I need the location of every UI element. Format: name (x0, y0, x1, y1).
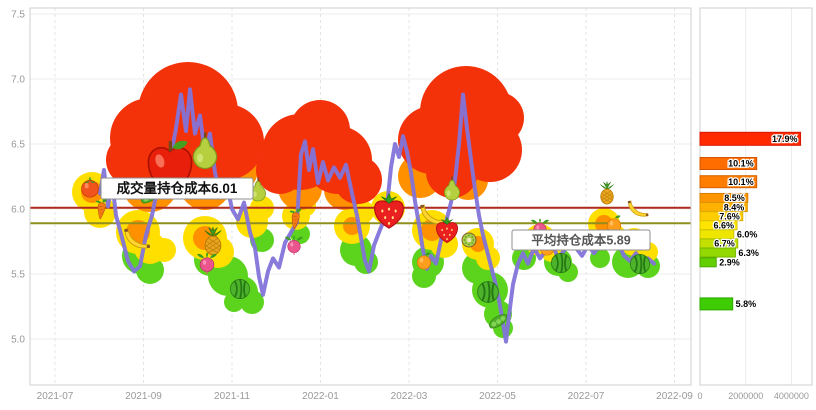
x-axis-tick-label: 2021-11 (214, 391, 250, 402)
y-axis-tick-label: 6.5 (11, 140, 25, 151)
green-blob (136, 256, 164, 284)
watermelon-icon (629, 253, 651, 275)
gridlines (30, 8, 792, 385)
x-axis-tick-label: 2022-03 (391, 391, 428, 402)
red-blob (256, 146, 304, 194)
x-axis-tick-label: 2022-07 (568, 391, 605, 402)
cost-label-box (100, 177, 254, 200)
watermelon-icon (476, 280, 500, 304)
vp-x-axis-tick-label: 4000000 (774, 391, 809, 401)
x-axis-tick-label: 2021-09 (125, 391, 162, 402)
vp-x-axis-tick-label: 0 (697, 391, 702, 401)
green-blob (412, 264, 436, 288)
volume-profile-pct-label: 10.1% (728, 177, 754, 187)
cost-label-text: 平均持仓成本5.89 (531, 233, 630, 248)
red-blob (106, 134, 158, 186)
y-axis-tick-label: 7.0 (11, 75, 25, 86)
red-blob (290, 100, 350, 160)
volume-profile-bar (699, 229, 735, 240)
vp-x-axis-tick-label: 2000000 (728, 391, 763, 401)
volume-profile-pct-label: 8.5% (724, 193, 745, 203)
red-blob (334, 156, 382, 204)
x-axis-tick-label: 2022-09 (656, 391, 693, 402)
y-axis-tick-label: 5.0 (11, 335, 25, 346)
axis-labels: 7.5 7.0 6.5 6.0 5.5 5.0 2021-07 2021-09 2021-11 2… (11, 10, 809, 403)
volume-profile-pct-label: 6.3% (738, 248, 759, 258)
volume-profile-bars: 17.9% 10.1% 10.1% 8.5%8.4%7.6%6.6%6.0%6.7%6… (699, 131, 802, 311)
volume-profile-bar (699, 257, 717, 268)
volume-profile-bar (699, 131, 802, 146)
y-axis-tick-label: 6.0 (11, 205, 25, 216)
volume-profile-bar (699, 297, 734, 311)
cost-label-text: 成交量持仓成本6.01 (117, 180, 238, 196)
volume-profile-pct-label: 17.9% (772, 134, 798, 144)
watermelon-icon (229, 278, 251, 300)
volume-profile-pct-label: 6.7% (714, 239, 735, 249)
y-axis-tick-label: 7.5 (11, 10, 25, 21)
cost-label-box (511, 229, 651, 251)
volume-profile-pct-label: 6.0% (737, 230, 758, 240)
volume-profile-pct-label: 7.6% (719, 211, 740, 221)
volume-profile-pct-label: 10.1% (728, 159, 754, 169)
volume-profile-pct-label: 6.6% (714, 220, 735, 230)
yellow-blob (152, 238, 176, 262)
volume-profile-bar (699, 157, 758, 170)
volume-profile-bar (699, 175, 758, 189)
average-cost-label: 平均持仓成本5.89 (511, 229, 651, 251)
volume-profile-pct-label: 5.8% (736, 299, 757, 309)
kiwi-icon (461, 232, 477, 248)
radish-icon (284, 235, 304, 255)
x-axis-tick-label: 2021-07 (37, 391, 74, 402)
volume-profile-bar (699, 247, 736, 258)
red-blob (426, 146, 478, 198)
watermelon-icon (550, 252, 572, 274)
pineapple-icon (600, 181, 614, 205)
volume-weighted-cost-label: 成交量持仓成本6.01 (100, 177, 254, 200)
red-blob (472, 92, 524, 144)
x-axis-tick-label: 2022-05 (479, 391, 516, 402)
volume-profile-pct-label: 8.4% (724, 202, 745, 212)
volume-profile-pct-label: 2.9% (719, 258, 740, 268)
x-axis-tick-label: 2022-01 (302, 391, 339, 402)
y-axis-tick-label: 5.5 (11, 270, 25, 281)
main-panel-border (29, 7, 692, 386)
